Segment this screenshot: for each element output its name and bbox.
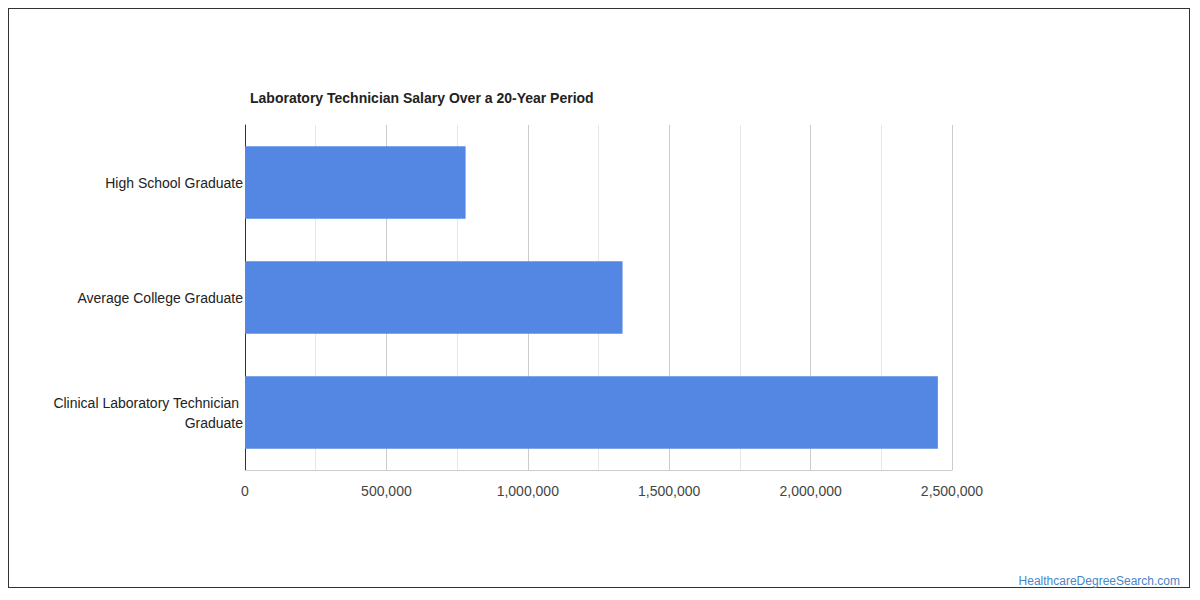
svg-text:500,000: 500,000: [361, 483, 412, 499]
svg-text:HealthcareDegreeSearch.com: HealthcareDegreeSearch.com: [1019, 574, 1180, 588]
svg-text:2,000,000: 2,000,000: [779, 483, 841, 499]
svg-text:High School Graduate: High School Graduate: [105, 175, 243, 191]
svg-text:2,500,000: 2,500,000: [921, 483, 983, 499]
svg-text:Graduate: Graduate: [185, 415, 244, 431]
svg-text:Average College Graduate: Average College Graduate: [77, 290, 243, 306]
svg-text:1,000,000: 1,000,000: [497, 483, 559, 499]
svg-text:Clinical Laboratory Technician: Clinical Laboratory Technician: [53, 395, 243, 411]
svg-text:1,500,000: 1,500,000: [638, 483, 700, 499]
svg-text:Laboratory Technician Salary O: Laboratory Technician Salary Over a 20-Y…: [250, 90, 594, 106]
svg-text:0: 0: [241, 483, 249, 499]
